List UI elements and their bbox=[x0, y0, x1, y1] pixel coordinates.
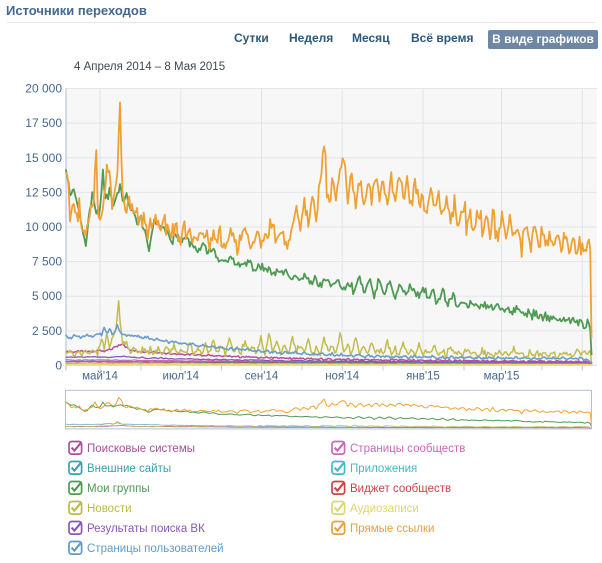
svg-text:янв'15: янв'15 bbox=[406, 371, 440, 383]
svg-text:июл'14: июл'14 bbox=[163, 371, 200, 383]
svg-text:12 500: 12 500 bbox=[25, 185, 62, 199]
svg-text:7 500: 7 500 bbox=[32, 255, 62, 269]
svg-text:сен'14: сен'14 bbox=[245, 371, 279, 383]
svg-text:мар'15: мар'15 bbox=[484, 371, 520, 383]
svg-text:2 500: 2 500 bbox=[32, 324, 62, 338]
svg-text:15 000: 15 000 bbox=[25, 151, 62, 165]
svg-text:ноя'14: ноя'14 bbox=[325, 371, 360, 383]
svg-text:20 000: 20 000 bbox=[25, 82, 62, 96]
svg-text:0: 0 bbox=[55, 359, 62, 373]
svg-text:17 500: 17 500 bbox=[25, 116, 62, 130]
svg-text:10 000: 10 000 bbox=[25, 220, 62, 234]
svg-text:май'14: май'14 bbox=[82, 371, 118, 383]
svg-text:5 000: 5 000 bbox=[32, 289, 62, 303]
